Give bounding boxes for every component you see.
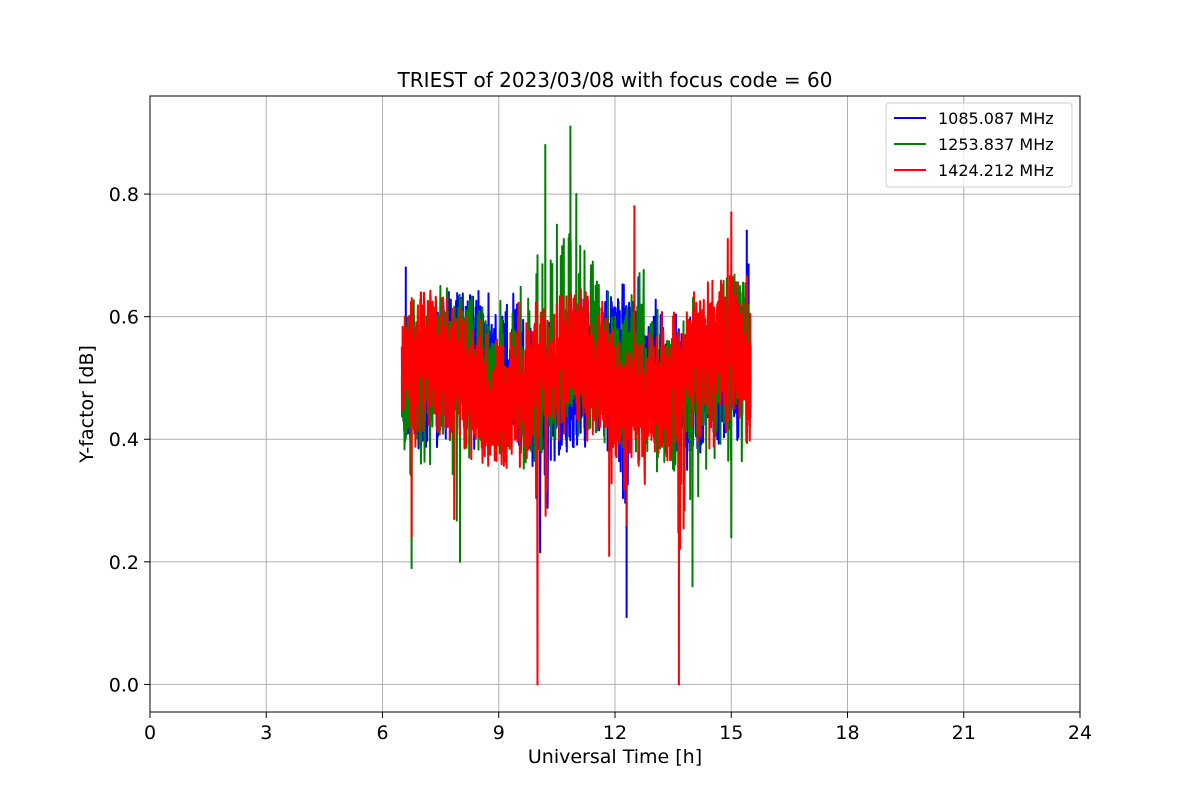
axis-ticks: 0 3 6 9 12 15 18 21 24 0.0 0.2 0.4 0.6 0.8: [109, 184, 1092, 744]
data-point: [625, 524, 628, 527]
data-point: [478, 377, 481, 379]
legend-entry: 1424.212 MHz: [938, 161, 1054, 180]
legend-box: [885, 102, 1073, 188]
data-point: [614, 377, 616, 379]
data-point: [517, 377, 520, 379]
x-tick-label: 0: [144, 722, 156, 744]
x-tick-label: 12: [603, 722, 627, 744]
data-point: [710, 377, 713, 379]
x-tick-label: 9: [493, 722, 505, 744]
data-point: [575, 193, 578, 196]
data-point: [532, 346, 535, 349]
data-point: [459, 560, 461, 563]
data-point: [633, 205, 636, 208]
data-point: [625, 616, 628, 618]
data-point: [594, 346, 597, 349]
data-point: [652, 346, 655, 349]
data-point: [404, 266, 407, 269]
y-tick-label: 0.8: [109, 184, 139, 206]
legend-entry: 1253.837 MHz: [938, 135, 1054, 154]
data-point: [569, 125, 572, 128]
y-tick-label: 0.4: [109, 429, 139, 451]
x-tick-label: 24: [1068, 722, 1092, 744]
y-axis-label: Y-factor [dB]: [76, 345, 98, 464]
data-point: [677, 683, 680, 686]
data-point: [536, 683, 539, 686]
data-point: [410, 567, 413, 569]
legend: 1085.087 MHz 1253.837 MHz 1424.212 MHz: [885, 102, 1073, 188]
data-point: [614, 315, 616, 318]
data-point: [555, 223, 558, 226]
data-point: [459, 315, 461, 318]
x-tick-label: 3: [260, 722, 272, 744]
legend-entry: 1085.087 MHz: [938, 109, 1054, 128]
y-tick-label: 0.0: [109, 674, 139, 696]
data-point: [594, 285, 597, 287]
chart-title: TRIEST of 2023/03/08 with focus code = 6…: [397, 68, 833, 92]
data-point: [439, 377, 442, 379]
data-point: [672, 315, 675, 318]
x-tick-label: 6: [376, 722, 388, 744]
data-point: [544, 144, 547, 146]
y-tick-label: 0.2: [109, 552, 139, 574]
data-point: [400, 346, 403, 349]
x-tick-label: 21: [952, 722, 976, 744]
data-point: [730, 211, 733, 214]
data-point: [749, 346, 752, 349]
data-point: [730, 536, 733, 539]
data-point: [536, 254, 539, 257]
data-point: [745, 229, 748, 232]
data-point: [691, 346, 694, 349]
data-point: [453, 517, 456, 520]
data-point: [420, 407, 423, 410]
data-point: [608, 554, 611, 557]
data-point: [575, 377, 578, 379]
data-point: [555, 346, 558, 349]
x-axis-label: Universal Time [h]: [528, 746, 702, 768]
data-point: [420, 377, 423, 379]
data-point: [497, 346, 500, 349]
data-point: [691, 585, 694, 588]
plot-series: [400, 125, 752, 686]
x-tick-label: 18: [835, 722, 859, 744]
y-tick-label: 0.6: [109, 307, 139, 329]
data-point: [410, 536, 413, 539]
data-point: [652, 315, 655, 318]
x-tick-label: 15: [719, 722, 743, 744]
